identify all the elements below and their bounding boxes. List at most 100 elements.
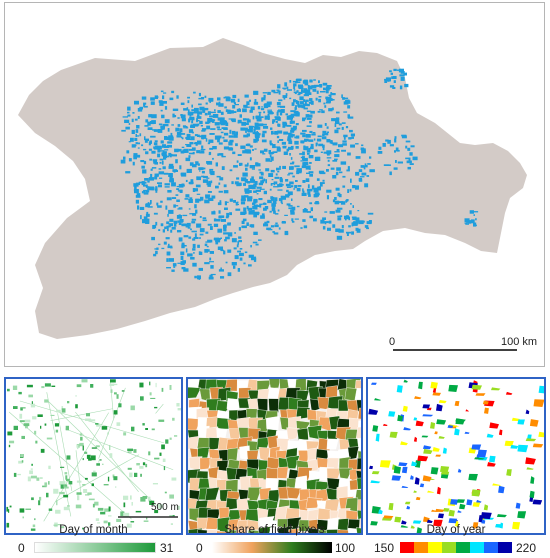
detected-pixel bbox=[305, 165, 311, 170]
field-patch bbox=[134, 472, 138, 477]
detected-pixel bbox=[190, 228, 192, 231]
detected-pixel bbox=[337, 215, 341, 218]
field-patch bbox=[130, 521, 135, 523]
detected-pixel bbox=[251, 168, 255, 170]
field-patch bbox=[116, 394, 119, 399]
detected-pixel bbox=[352, 216, 357, 220]
detected-pixel bbox=[244, 127, 248, 130]
field-patch bbox=[150, 397, 156, 399]
detected-pixel bbox=[335, 209, 341, 213]
field-doy-patch bbox=[398, 462, 408, 467]
field-doy-patch bbox=[375, 433, 380, 442]
field-patch bbox=[107, 432, 109, 435]
detected-pixel bbox=[206, 245, 209, 248]
detected-pixel bbox=[227, 223, 231, 226]
field-patch bbox=[21, 435, 25, 439]
field-patch bbox=[6, 522, 10, 528]
detected-pixel bbox=[320, 183, 323, 187]
detected-pixel bbox=[125, 126, 130, 130]
field-patch bbox=[34, 430, 37, 435]
detected-pixel bbox=[223, 96, 226, 99]
detected-pixel bbox=[169, 153, 173, 157]
detected-pixel bbox=[342, 140, 347, 143]
detected-pixels bbox=[120, 68, 479, 280]
detected-pixel bbox=[253, 126, 257, 129]
detected-pixel bbox=[241, 220, 245, 224]
field-doy-patch bbox=[371, 471, 380, 475]
detected-pixel bbox=[278, 139, 284, 141]
detected-pixel bbox=[263, 148, 268, 152]
detected-pixel bbox=[232, 94, 237, 98]
detected-pixel bbox=[244, 190, 250, 194]
detected-pixel bbox=[293, 91, 298, 93]
detected-pixel bbox=[324, 105, 327, 108]
detected-pixel bbox=[249, 224, 253, 228]
detected-pixel bbox=[160, 140, 164, 144]
detected-pixel bbox=[168, 136, 174, 141]
detected-pixel bbox=[289, 80, 292, 83]
detected-pixel bbox=[313, 138, 316, 141]
detected-pixel bbox=[258, 239, 262, 241]
field-doy-patch bbox=[421, 435, 429, 438]
detected-pixel bbox=[395, 147, 399, 152]
detected-pixel bbox=[250, 224, 255, 228]
field-patch bbox=[131, 426, 135, 432]
detected-pixel bbox=[189, 197, 193, 201]
detected-pixel bbox=[366, 227, 369, 230]
detected-pixel bbox=[285, 93, 288, 97]
field-doy-patch bbox=[370, 521, 378, 526]
field-doy-patch bbox=[413, 490, 417, 493]
detected-pixel bbox=[217, 202, 222, 206]
detected-pixel bbox=[139, 206, 145, 210]
detected-pixel bbox=[163, 145, 169, 148]
detected-pixel bbox=[254, 99, 257, 103]
detected-pixel bbox=[352, 205, 354, 208]
detected-pixel bbox=[344, 215, 350, 220]
detected-pixel bbox=[244, 149, 250, 152]
field-doy-patch bbox=[455, 418, 466, 422]
detected-pixel bbox=[290, 120, 295, 124]
detected-pixel bbox=[191, 104, 193, 108]
detected-pixel bbox=[153, 129, 159, 132]
field-patch bbox=[176, 403, 180, 407]
detected-pixel bbox=[473, 224, 477, 227]
detected-pixel bbox=[199, 216, 202, 218]
detected-pixel bbox=[171, 226, 176, 230]
field-doy-patch bbox=[538, 431, 544, 438]
detected-pixel bbox=[267, 109, 272, 111]
field-patch bbox=[131, 502, 133, 506]
detected-pixel bbox=[274, 116, 280, 119]
field-doy-patch bbox=[430, 467, 439, 475]
detected-pixel bbox=[260, 150, 264, 154]
detected-pixel bbox=[181, 244, 185, 249]
overview-map: 0 100 km bbox=[4, 2, 545, 367]
detected-pixel bbox=[399, 74, 405, 77]
detected-pixel bbox=[401, 135, 407, 139]
field-doy-patch bbox=[482, 400, 489, 405]
detected-pixel bbox=[340, 161, 347, 165]
detected-pixel bbox=[177, 220, 183, 223]
field-patch bbox=[155, 382, 157, 388]
field-doy-patch bbox=[505, 391, 513, 395]
field-patch bbox=[7, 431, 13, 436]
field-doy-patch bbox=[481, 519, 486, 524]
detected-pixel bbox=[254, 181, 258, 185]
field-share-patch bbox=[305, 497, 323, 509]
detected-pixel bbox=[217, 153, 219, 156]
field-patch bbox=[99, 459, 102, 461]
detected-pixel bbox=[328, 220, 332, 224]
detected-pixel bbox=[272, 119, 276, 123]
detected-pixel bbox=[199, 106, 205, 111]
detected-pixel bbox=[391, 76, 394, 79]
detected-pixel bbox=[308, 171, 314, 174]
detected-pixel bbox=[278, 99, 283, 102]
detected-pixel bbox=[178, 214, 181, 218]
detected-pixel bbox=[326, 100, 331, 103]
detected-pixel bbox=[251, 186, 256, 190]
detected-pixel bbox=[157, 153, 161, 158]
detected-pixel bbox=[332, 142, 338, 146]
field-doy-patch bbox=[512, 521, 521, 530]
detected-pixel bbox=[328, 87, 332, 90]
field-doy-patch bbox=[432, 447, 440, 452]
field-patch bbox=[12, 385, 18, 390]
